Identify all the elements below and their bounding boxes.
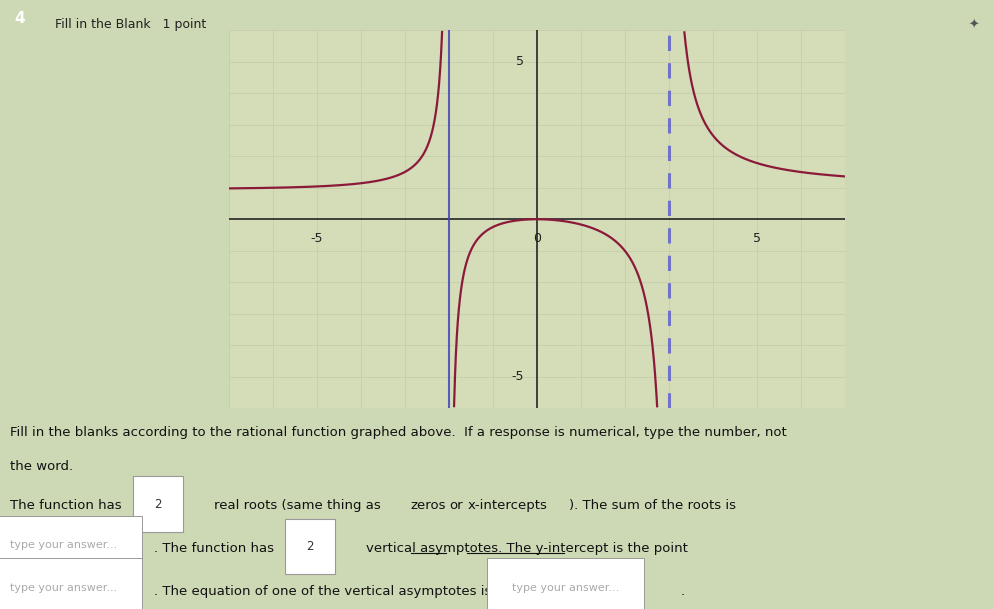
Text: or: or	[449, 499, 463, 512]
Text: -5: -5	[511, 370, 524, 383]
Text: zeros: zeros	[411, 499, 446, 512]
Text: 2: 2	[306, 540, 314, 553]
Text: ). The sum of the roots is: ). The sum of the roots is	[569, 499, 736, 512]
Text: 0: 0	[533, 232, 541, 245]
Text: .: .	[681, 585, 685, 597]
Text: 5: 5	[516, 55, 524, 68]
Text: real roots (same thing as: real roots (same thing as	[214, 499, 381, 512]
Text: type your answer...: type your answer...	[10, 583, 117, 593]
Text: the word.: the word.	[10, 460, 74, 473]
Text: 5: 5	[752, 232, 760, 245]
Text: . The equation of one of the vertical asymptotes is: . The equation of one of the vertical as…	[154, 585, 491, 597]
Text: -5: -5	[310, 232, 323, 245]
Text: vertical asymptotes. The y-intercept is the point: vertical asymptotes. The y-intercept is …	[366, 542, 688, 555]
Text: Fill in the Blank   1 point: Fill in the Blank 1 point	[55, 18, 206, 31]
Text: x-intercepts: x-intercepts	[467, 499, 547, 512]
Text: 2: 2	[154, 498, 162, 510]
Text: . The function has: . The function has	[154, 542, 274, 555]
Text: The function has: The function has	[10, 499, 121, 512]
Text: type your answer...: type your answer...	[512, 583, 619, 593]
Text: ✦: ✦	[968, 18, 979, 31]
Text: type your answer...: type your answer...	[10, 540, 117, 550]
Text: 4: 4	[15, 11, 25, 26]
Text: Fill in the blanks according to the rational function graphed above.  If a respo: Fill in the blanks according to the rati…	[10, 426, 786, 439]
